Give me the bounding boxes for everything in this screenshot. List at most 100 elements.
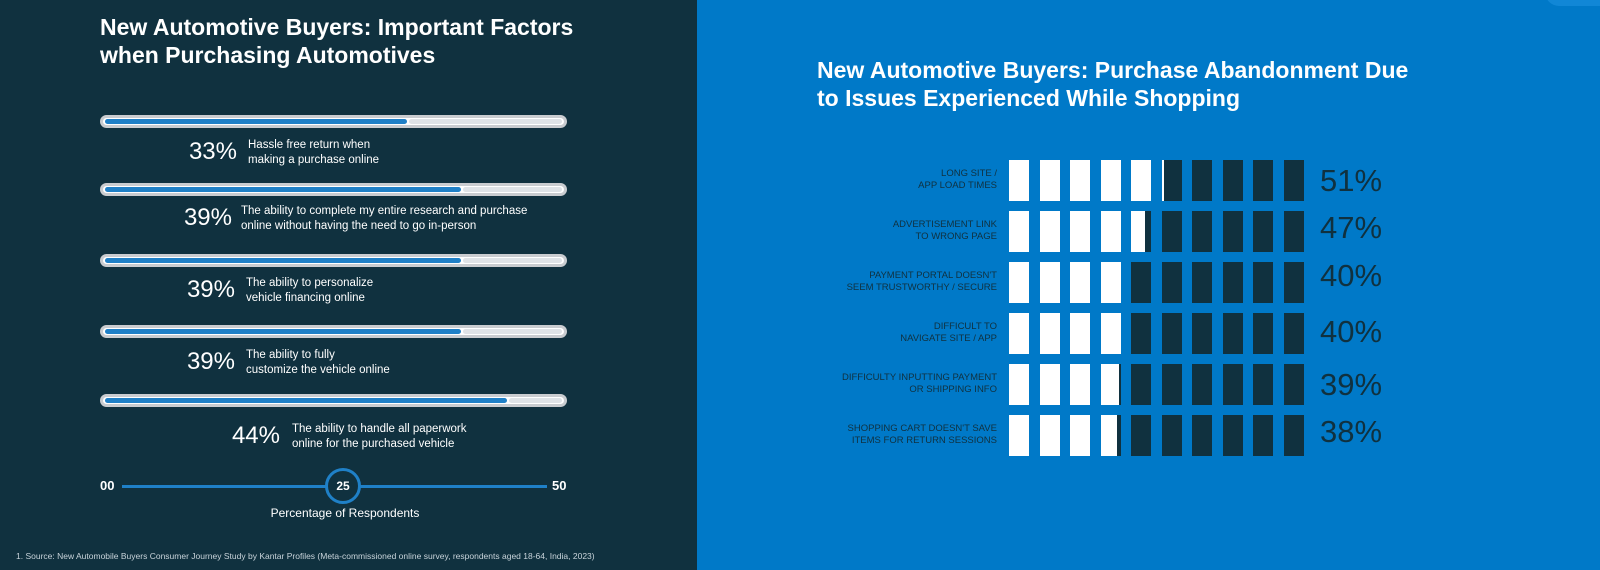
issue-bar-segment [1009, 262, 1029, 303]
issue-bar-segment [1070, 364, 1090, 405]
issue-bar-segment [1161, 211, 1182, 252]
factor-bar-fill [105, 329, 461, 334]
issue-bar-segment [1222, 160, 1243, 201]
factor-value-label: 33% [188, 138, 237, 165]
issue-bar-segment [1100, 160, 1121, 201]
issue-label-line: LONG SITE / [941, 168, 997, 179]
x-axis-mid-marker: 25 [325, 468, 361, 504]
issue-label: DIFFICULTY INPUTTING PAYMENT OR SHIPPING … [797, 372, 997, 396]
issue-bar-segment [1283, 262, 1304, 303]
issue-bar-segment [1253, 262, 1273, 303]
factor-description-line: The ability to personalize [246, 277, 374, 289]
issue-value-label: 39% [1320, 367, 1383, 402]
issue-bar-segment [1253, 160, 1273, 201]
factor-description-line: The ability to handle all paperwork [292, 423, 467, 435]
factor-description: The ability to handle all paperwork onlin… [292, 422, 612, 452]
issue-bar-segment [1222, 364, 1243, 405]
issue-label-line: DIFFICULTY INPUTTING PAYMENT [842, 372, 997, 383]
issue-value-label: 40% [1320, 314, 1383, 349]
issue-bar-segment [1100, 313, 1121, 354]
issue-label-line: DIFFICULT TO [933, 321, 997, 332]
corner-decoration [1545, 0, 1600, 6]
issue-bar-segment [1100, 415, 1121, 456]
issue-label-line: APP LOAD TIMES [918, 180, 997, 191]
x-axis-min-label: 00 [100, 478, 115, 493]
factor-value-label: 39% [186, 276, 235, 303]
issue-bar-segment [1131, 364, 1151, 405]
factor-bar-fill [105, 187, 461, 192]
factor-bar [100, 115, 567, 128]
issue-label-line: NAVIGATE SITE / APP [900, 333, 997, 344]
issue-bar-segment [1009, 313, 1029, 354]
issue-bar [1009, 364, 1309, 405]
issue-bar-segment [1253, 211, 1273, 252]
issue-label-line: PAYMENT PORTAL DOESN'T [869, 270, 997, 281]
issue-bar-segment [1161, 160, 1182, 201]
factor-bar-track [463, 258, 562, 263]
issue-bar-segment [1161, 262, 1182, 303]
issue-bar-segment [1039, 415, 1060, 456]
issue-bar [1009, 415, 1309, 456]
factor-bar [100, 325, 567, 338]
issue-bar-segment [1100, 364, 1121, 405]
issue-bar-segment [1070, 211, 1090, 252]
issue-label-line: SHOPPING CART DOESN'T SAVE [847, 423, 997, 434]
factor-description-line: customize the vehicle online [246, 364, 390, 376]
issue-label-line: SEEM TRUSTWORTHY / SECURE [846, 282, 997, 293]
factor-description-line: online without having the need to go in-… [241, 220, 477, 232]
issue-bar-segment [1131, 262, 1151, 303]
issue-bar-segment [1100, 211, 1121, 252]
left-panel: New Automotive Buyers: Important Factors… [0, 0, 697, 570]
issue-bar-segment [1222, 415, 1243, 456]
issue-label: LONG SITE / APP LOAD TIMES [797, 168, 997, 192]
factor-description-line: Hassle free return when [248, 139, 371, 151]
issue-bar-segment [1192, 364, 1212, 405]
right-chart-title: New Automotive Buyers: Purchase Abandonm… [817, 57, 1409, 111]
issue-bar-segment [1192, 262, 1212, 303]
issue-label: DIFFICULT TO NAVIGATE SITE / APP [797, 321, 997, 345]
factor-description-line: The ability to fully [246, 349, 335, 361]
factor-bar-fill [105, 119, 407, 124]
factor-description-line: vehicle financing online [246, 292, 365, 304]
factor-bar-track [463, 329, 562, 334]
factor-value-label: 39% [186, 348, 235, 375]
factor-bar [100, 183, 567, 196]
issue-bar [1009, 313, 1309, 354]
issue-bar-segment [1283, 364, 1304, 405]
issue-label-line: TO WRONG PAGE [915, 231, 997, 242]
issue-bar-segment [1009, 415, 1029, 456]
issue-bar-segment [1161, 415, 1182, 456]
issue-label: PAYMENT PORTAL DOESN'T SEEM TRUSTWORTHY /… [797, 270, 997, 294]
issue-bar-segment [1009, 160, 1029, 201]
issue-value-label: 38% [1320, 414, 1383, 449]
x-axis-max-label: 50 [552, 478, 567, 493]
left-chart-title: New Automotive Buyers: Important Factors… [100, 14, 574, 68]
issue-bar-segment [1161, 313, 1182, 354]
factor-bar-fill [105, 258, 461, 263]
issue-bar-segment [1131, 211, 1151, 252]
issue-bar-segment [1039, 262, 1060, 303]
issue-label-line: OR SHIPPING INFO [909, 384, 997, 395]
factor-description-line: making a purchase online [248, 154, 380, 166]
issue-bar-segment [1161, 364, 1182, 405]
issue-bar-segment [1192, 211, 1212, 252]
issue-bar-segment [1070, 313, 1090, 354]
issue-bar-segment [1253, 364, 1273, 405]
factor-value-label: 44% [231, 422, 280, 449]
issue-label: SHOPPING CART DOESN'T SAVE ITEMS FOR RETU… [797, 423, 997, 447]
issue-bar-segment [1131, 415, 1151, 456]
issue-bar-segment [1039, 160, 1060, 201]
issue-bar-segment [1253, 313, 1273, 354]
issue-label: ADVERTISEMENT LINK TO WRONG PAGE [797, 219, 997, 243]
issue-value-label: 47% [1320, 210, 1383, 245]
source-footnote: 1. Source: New Automobile Buyers Consume… [16, 551, 595, 561]
issue-bar-segment [1192, 313, 1212, 354]
factor-description: The ability to fully customize the vehicl… [246, 348, 566, 378]
issue-value-label: 51% [1320, 163, 1383, 198]
factor-description-line: online for the purchased vehicle [292, 438, 455, 450]
issue-bar-segment [1222, 211, 1243, 252]
factor-bar-track [509, 398, 562, 403]
factor-bar-track [409, 119, 562, 124]
factor-bar [100, 394, 567, 407]
issue-bar-segment [1009, 364, 1029, 405]
